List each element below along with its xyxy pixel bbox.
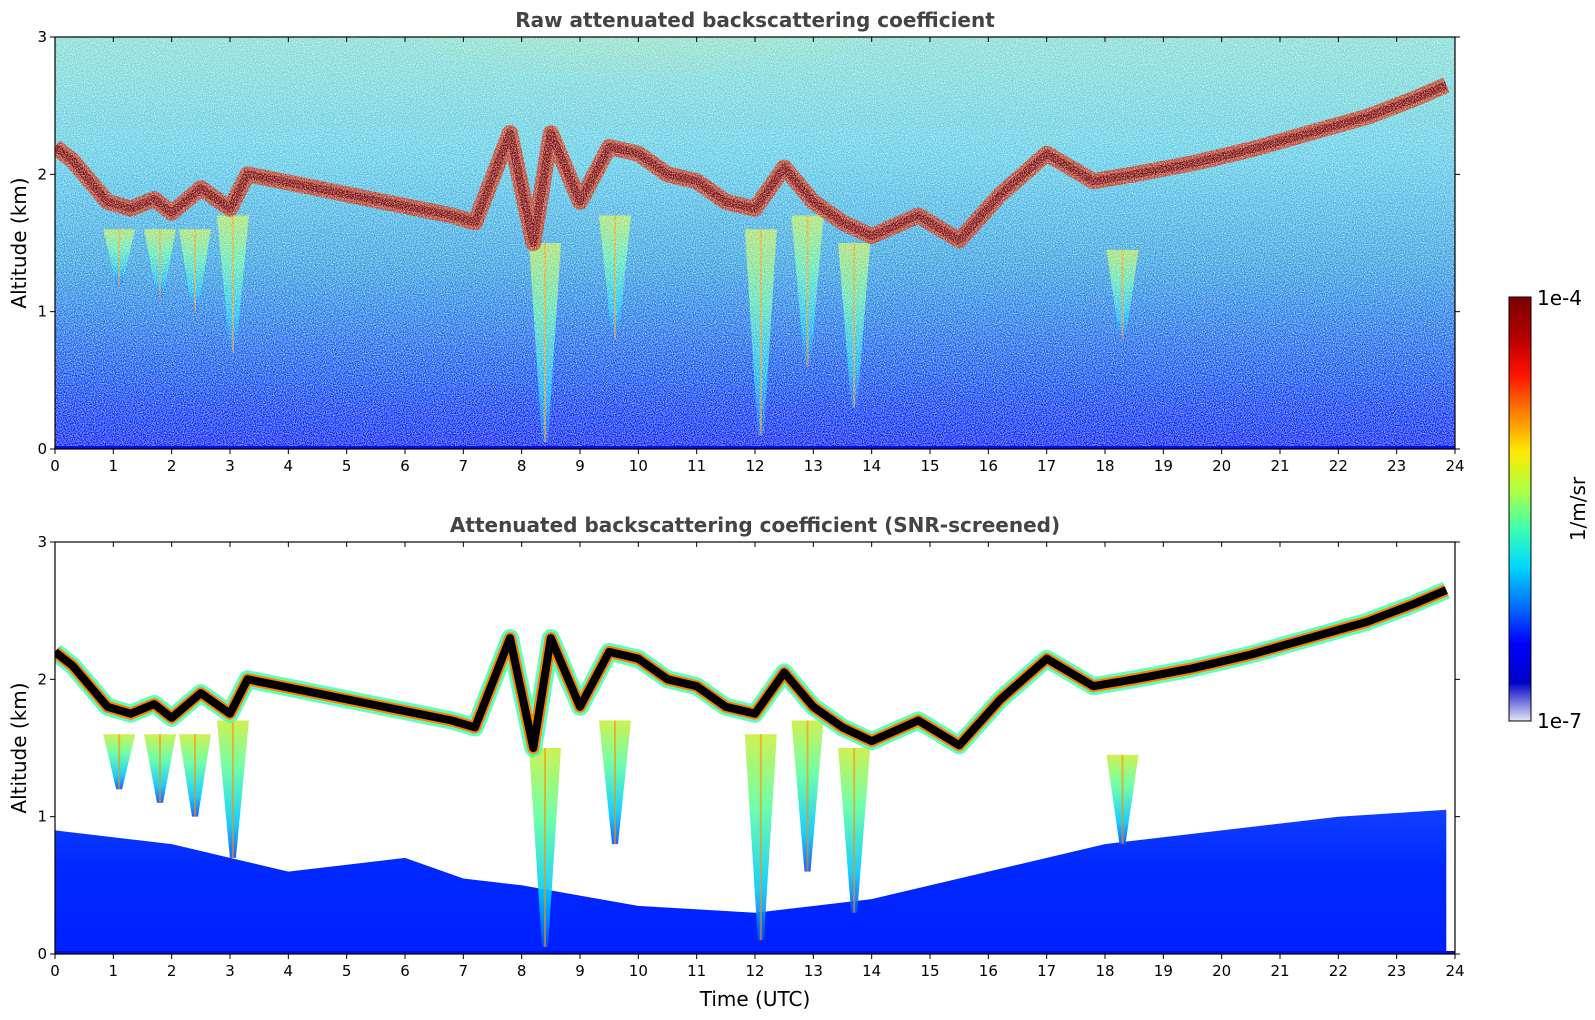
colorbar-min-label: 1e-7 [1537,709,1582,733]
x-tick-label: 10 [629,457,648,475]
x-tick-label: 8 [517,962,527,980]
x-tick-label: 20 [1212,962,1231,980]
x-tick-label: 12 [745,457,764,475]
colorbar: 1e-4 1e-7 1/m/sr [1508,286,1590,733]
x-tick-label: 22 [1329,457,1348,475]
x-tick-label: 0 [50,962,60,980]
y-tick-label: 3 [37,533,47,551]
x-tick-label: 8 [517,457,527,475]
surface-band [55,446,1455,449]
x-tick-label: 6 [400,457,410,475]
y-axis-label: Altitude (km) [7,682,31,813]
x-tick-label: 14 [862,962,881,980]
x-tick-label: 1 [109,457,119,475]
aerosol-layer [55,809,1447,954]
x-tick-label: 14 [862,457,881,475]
x-tick-label: 4 [284,962,294,980]
x-tick-label: 16 [979,457,998,475]
x-tick-label: 7 [459,457,469,475]
x-tick-label: 0 [50,457,60,475]
x-tick-label: 11 [687,962,706,980]
x-tick-label: 11 [687,457,706,475]
y-tick-label: 2 [37,165,47,183]
plot-area [55,542,1455,954]
x-tick-label: 1 [109,962,119,980]
x-tick-label: 2 [167,962,177,980]
chart-title: Raw attenuated backscattering coefficien… [515,8,995,32]
x-axis-label: Time (UTC) [699,987,811,1011]
x-tick-label: 23 [1387,962,1406,980]
x-tick-label: 23 [1387,457,1406,475]
panel-raw: Raw attenuated backscattering coefficien… [7,8,1465,475]
x-tick-label: 5 [342,457,352,475]
x-tick-label: 16 [979,962,998,980]
plot-area [55,37,1455,449]
x-tick-label: 13 [804,962,823,980]
y-tick-label: 1 [37,303,47,321]
x-tick-label: 22 [1329,962,1348,980]
x-tick-label: 6 [400,962,410,980]
x-tick-label: 9 [575,457,585,475]
colorbar-unit-label: 1/m/sr [1566,476,1590,541]
x-tick-label: 2 [167,457,177,475]
x-tick-label: 7 [459,962,469,980]
cloud-base-line [55,586,1448,752]
x-tick-label: 20 [1212,457,1231,475]
colorbar-max-label: 1e-4 [1537,286,1582,310]
y-axis-label: Altitude (km) [7,177,31,308]
axis-ticks: 0 1 2 3 4 5 6 7 8 9 10 11 12 13 14 15 16 17 18 19 20 21 22 23 24… [37,28,1464,475]
y-tick-label: 0 [37,945,47,963]
y-tick-label: 1 [37,808,47,826]
x-tick-label: 10 [629,962,648,980]
x-tick-label: 24 [1445,962,1464,980]
x-tick-label: 19 [1154,962,1173,980]
x-tick-label: 24 [1445,457,1464,475]
x-tick-label: 15 [920,962,939,980]
surface-band [55,951,1455,954]
y-tick-label: 0 [37,440,47,458]
x-tick-label: 5 [342,962,352,980]
x-tick-label: 4 [284,457,294,475]
precipitation-shafts [103,720,1139,948]
y-tick-label: 3 [37,28,47,46]
x-tick-label: 13 [804,457,823,475]
x-tick-label: 9 [575,962,585,980]
panel-screened: Attenuated backscattering coefficient (S… [7,513,1465,1011]
x-tick-label: 3 [225,962,235,980]
x-tick-label: 3 [225,457,235,475]
x-tick-label: 21 [1270,457,1289,475]
x-tick-label: 18 [1095,457,1114,475]
noise-overlay [55,37,1455,449]
chart-title: Attenuated backscattering coefficient (S… [450,513,1060,537]
x-tick-label: 17 [1037,962,1056,980]
x-tick-label: 19 [1154,457,1173,475]
x-tick-label: 21 [1270,962,1289,980]
colorbar-gradient [1508,296,1532,722]
axis-ticks: 0 1 2 3 4 5 6 7 8 9 10 11 12 13 14 15 16 17 18 19 20 21 22 23 24… [37,533,1464,980]
y-tick-label: 2 [37,670,47,688]
cloud-layer [55,581,1450,757]
x-tick-label: 17 [1037,457,1056,475]
x-tick-label: 15 [920,457,939,475]
x-tick-label: 12 [745,962,764,980]
x-tick-label: 18 [1095,962,1114,980]
